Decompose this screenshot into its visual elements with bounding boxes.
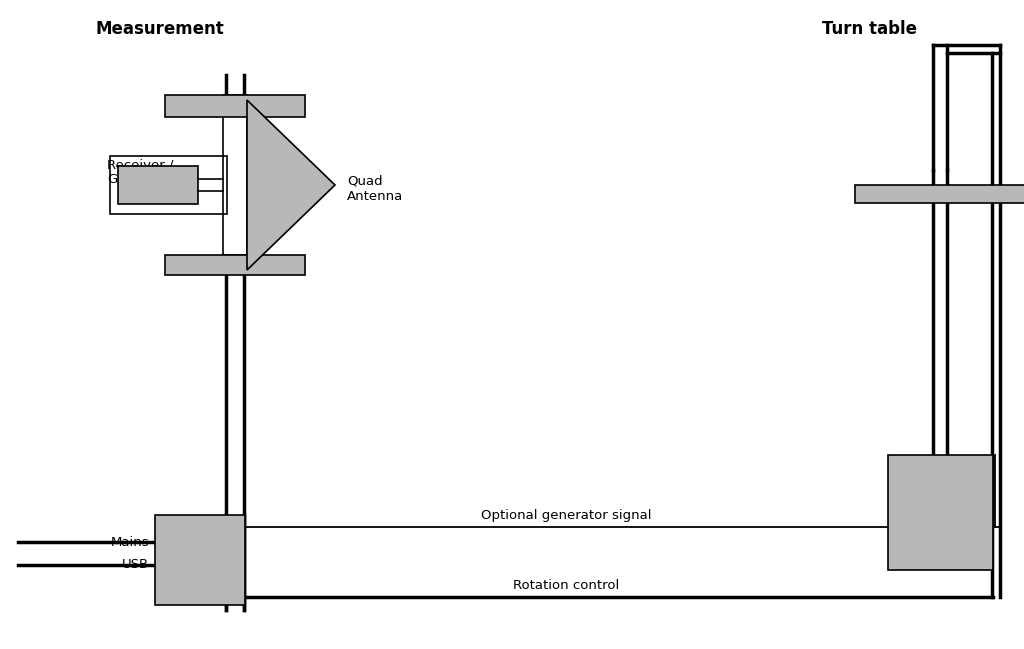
Text: Quad
Antenna: Quad Antenna bbox=[347, 175, 403, 203]
Bar bbox=[165, 95, 305, 117]
Text: Turn table: Turn table bbox=[822, 20, 918, 38]
Text: Rotor /
Angle: Rotor / Angle bbox=[918, 497, 964, 528]
Bar bbox=[888, 455, 993, 570]
Bar bbox=[223, 95, 247, 255]
Bar bbox=[855, 185, 1024, 203]
Text: Rotation control: Rotation control bbox=[513, 579, 620, 592]
Text: Power /
Control: Power / Control bbox=[174, 545, 225, 575]
Bar bbox=[933, 170, 947, 455]
Bar bbox=[226, 515, 244, 610]
Bar bbox=[226, 75, 244, 610]
Bar bbox=[110, 156, 227, 214]
Text: Mains: Mains bbox=[111, 535, 150, 548]
Bar bbox=[165, 255, 305, 275]
Text: Receiver /
Generator: Receiver / Generator bbox=[106, 158, 175, 186]
Bar bbox=[118, 166, 198, 204]
Text: Optional generator signal: Optional generator signal bbox=[481, 509, 651, 522]
Bar bbox=[155, 515, 245, 605]
Polygon shape bbox=[247, 100, 335, 270]
Text: Measurement: Measurement bbox=[95, 20, 224, 38]
Text: USB: USB bbox=[122, 558, 150, 571]
